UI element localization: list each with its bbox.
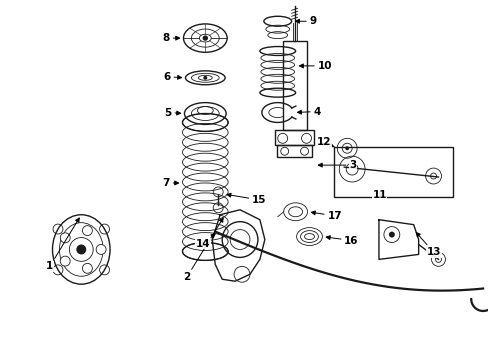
Text: 5: 5 — [165, 108, 181, 117]
Text: 16: 16 — [326, 235, 359, 246]
Text: 8: 8 — [163, 33, 180, 43]
Circle shape — [76, 244, 86, 255]
Text: 11: 11 — [372, 190, 387, 200]
Circle shape — [82, 226, 93, 235]
Circle shape — [82, 264, 93, 273]
Text: 15: 15 — [227, 193, 267, 205]
Text: 13: 13 — [416, 233, 441, 257]
Text: 14: 14 — [196, 234, 215, 248]
Bar — [334, 147, 453, 197]
Text: 4: 4 — [297, 107, 321, 117]
Bar — [277, 145, 313, 157]
Bar — [275, 130, 315, 145]
Circle shape — [203, 36, 207, 40]
Circle shape — [60, 233, 70, 243]
Circle shape — [345, 146, 349, 150]
Circle shape — [389, 231, 395, 238]
Text: 1: 1 — [46, 218, 79, 271]
Text: 10: 10 — [299, 61, 332, 71]
Text: 3: 3 — [318, 160, 356, 170]
Bar — [283, 41, 307, 130]
Text: 9: 9 — [295, 16, 317, 26]
Text: 17: 17 — [311, 211, 342, 221]
Text: 2: 2 — [183, 218, 223, 282]
Text: 7: 7 — [163, 178, 179, 188]
Text: 6: 6 — [164, 72, 182, 82]
Text: 12: 12 — [317, 137, 334, 147]
Circle shape — [60, 256, 70, 266]
Circle shape — [96, 244, 106, 255]
Circle shape — [203, 76, 207, 80]
